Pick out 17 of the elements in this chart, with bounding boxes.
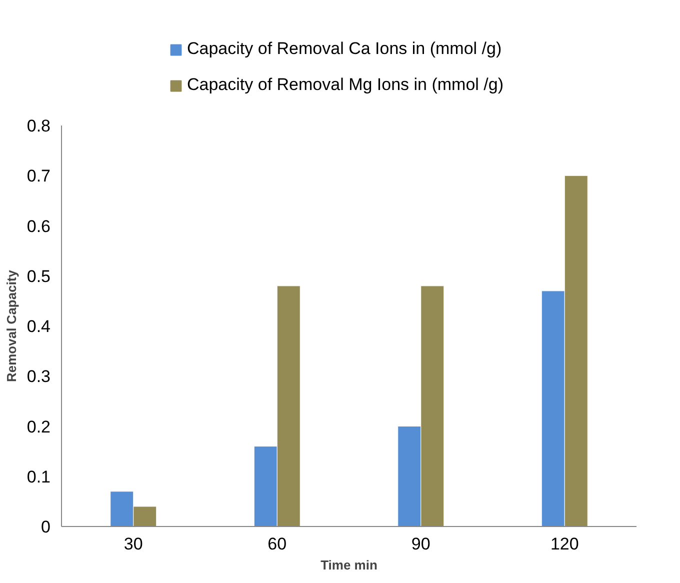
x-tick-label: 30: [124, 534, 143, 554]
y-tick-label: 0.6: [26, 216, 51, 236]
x-tick-label: 60: [268, 534, 287, 554]
legend-label: Capacity of Removal Ca Ions in (mmol /g): [187, 39, 502, 59]
y-tick-label: 0.2: [26, 417, 51, 436]
x-tick-label: 90: [411, 534, 430, 554]
y-tick-label: 0.3: [26, 367, 51, 386]
y-tick-label: 0.7: [26, 166, 51, 186]
legend-label: Capacity of Removal Mg Ions in (mmol /g): [187, 75, 504, 95]
y-tick-label: 0: [41, 518, 51, 536]
x-tick-label: 120: [550, 534, 579, 554]
x-axis-title: Time min: [320, 558, 378, 572]
y-tick-label: 0.1: [26, 467, 51, 486]
y-tick-label: 0.4: [26, 317, 51, 336]
y-axis-title: Removal Capacity: [4, 269, 19, 382]
y-tick-label: 0.8: [26, 116, 51, 136]
y-tick-label: 0.5: [26, 266, 51, 286]
